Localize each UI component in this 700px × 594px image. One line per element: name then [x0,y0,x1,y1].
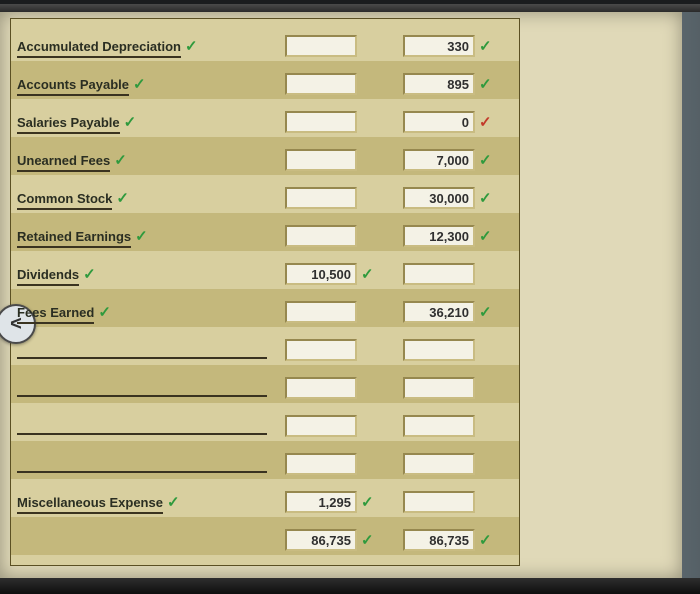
check-icon: ✓ [479,303,495,321]
table-row: Accounts Payable✓895✓ [17,65,513,103]
credit-cell[interactable] [403,491,475,513]
debit-cell[interactable] [285,453,357,475]
blank-account-line[interactable] [17,341,267,359]
check-icon: ✓ [479,531,495,549]
credit-cell[interactable] [403,377,475,399]
credit-cell[interactable] [403,339,475,361]
check-icon: ✓ [124,114,137,131]
check-icon: ✓ [361,493,377,511]
check-icon: ✓ [135,228,148,245]
check-icon: ✓ [479,113,495,131]
debit-cell[interactable]: 1,295 [285,491,357,513]
credit-cell[interactable]: 895 [403,73,475,95]
check-icon: ✓ [479,75,495,93]
debit-cell[interactable]: 86,735 [285,529,357,551]
debit-cell[interactable]: 10,500 [285,263,357,285]
debit-cell[interactable] [285,73,357,95]
credit-cell[interactable]: 330 [403,35,475,57]
credit-cell[interactable]: 7,000 [403,149,475,171]
debit-cell[interactable] [285,187,357,209]
credit-cell[interactable] [403,263,475,285]
check-icon: ✓ [479,151,495,169]
debit-cell[interactable] [285,149,357,171]
account-label: Accounts Payable [17,77,129,96]
check-icon: ✓ [83,266,96,283]
table-row: Dividends✓10,500✓ [17,255,513,293]
table-row: Accumulated Depreciation✓330✓ [17,27,513,65]
credit-cell[interactable] [403,453,475,475]
credit-cell[interactable]: 0 [403,111,475,133]
credit-cell[interactable]: 36,210 [403,301,475,323]
check-icon: ✓ [98,304,111,321]
debit-cell[interactable] [285,339,357,361]
table-row: Fees Earned✓36,210✓ [17,293,513,331]
account-label: Salaries Payable [17,115,120,134]
check-icon: ✓ [185,38,198,55]
debit-cell[interactable] [285,415,357,437]
check-icon: ✓ [133,76,146,93]
table-row [17,369,513,407]
blank-account-line[interactable] [17,455,267,473]
table-row: Common Stock✓30,000✓ [17,179,513,217]
account-label: Common Stock [17,191,112,210]
credit-cell[interactable]: 86,735 [403,529,475,551]
account-label: Miscellaneous Expense [17,495,163,514]
table-row: Retained Earnings✓12,300✓ [17,217,513,255]
account-label: Retained Earnings [17,229,131,248]
account-label: Fees Earned [17,305,94,324]
table-row [17,445,513,483]
check-icon: ✓ [479,37,495,55]
check-icon: ✓ [479,227,495,245]
table-row: Unearned Fees✓7,000✓ [17,141,513,179]
account-label: Unearned Fees [17,153,110,172]
debit-cell[interactable] [285,301,357,323]
debit-cell[interactable] [285,377,357,399]
table-row: 86,735✓86,735✓ [17,521,513,559]
credit-cell[interactable]: 30,000 [403,187,475,209]
table-row [17,331,513,369]
check-icon: ✓ [479,189,495,207]
monitor-bottom-edge [0,578,700,594]
monitor-bezel [0,4,700,12]
credit-cell[interactable]: 12,300 [403,225,475,247]
debit-cell[interactable] [285,35,357,57]
blank-account-line[interactable] [17,379,267,397]
debit-cell[interactable] [285,111,357,133]
debit-cell[interactable] [285,225,357,247]
screen-area: Accumulated Depreciation✓330✓Accounts Pa… [0,12,682,578]
table-row: Miscellaneous Expense✓1,295✓ [17,483,513,521]
blank-account-line[interactable] [17,417,267,435]
account-label: Dividends [17,267,79,286]
check-icon: ✓ [361,265,377,283]
check-icon: ✓ [167,494,180,511]
worksheet: Accumulated Depreciation✓330✓Accounts Pa… [10,18,520,566]
check-icon: ✓ [114,152,127,169]
account-label: Accumulated Depreciation [17,39,181,58]
check-icon: ✓ [116,190,129,207]
credit-cell[interactable] [403,415,475,437]
check-icon: ✓ [361,531,377,549]
table-row [17,407,513,445]
table-row: Salaries Payable✓0✓ [17,103,513,141]
